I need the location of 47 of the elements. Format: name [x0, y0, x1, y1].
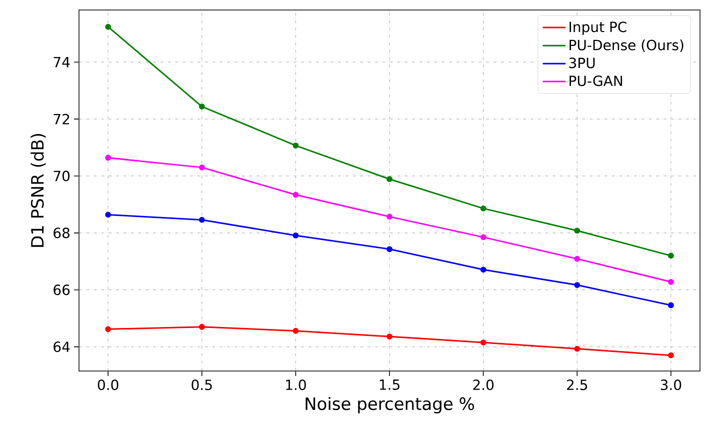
y-tick-label: 72 — [54, 114, 70, 124]
y-tick-label: 70 — [54, 170, 70, 182]
point — [198, 324, 205, 330]
point — [574, 228, 580, 234]
point — [292, 142, 299, 148]
x-axis-title: Noise percentage % — [306, 396, 474, 414]
y-tick-label: 64 — [54, 342, 70, 352]
point — [292, 232, 299, 238]
point — [386, 246, 392, 252]
point — [668, 252, 674, 259]
y-tick-label: 66 — [54, 284, 70, 296]
point — [480, 234, 486, 240]
point — [574, 346, 580, 352]
point — [386, 214, 392, 220]
point — [292, 328, 299, 334]
point — [105, 154, 112, 161]
point — [668, 278, 674, 285]
point — [668, 352, 674, 358]
point — [574, 256, 580, 262]
point — [105, 212, 112, 218]
point — [480, 340, 486, 346]
point — [105, 24, 112, 30]
point — [574, 282, 580, 288]
point — [198, 216, 205, 223]
point — [480, 266, 486, 273]
legend-label: Input PC — [570, 22, 626, 35]
legend-label: PU-Dense (Ours) — [570, 39, 684, 52]
point — [386, 334, 392, 340]
x-tick-label: 0.0 — [98, 380, 118, 390]
x-tick-label: 1.0 — [286, 380, 306, 390]
point — [198, 164, 205, 170]
x-tick-label: 3.0 — [660, 380, 682, 390]
y-tick-label: 68 — [54, 228, 70, 238]
point — [480, 205, 486, 212]
legend-label: PU-GAN — [570, 76, 622, 86]
point — [105, 326, 112, 332]
point — [386, 176, 392, 182]
x-tick-label: 1.5 — [380, 380, 400, 390]
point — [292, 192, 299, 198]
x-tick-label: 2.5 — [567, 380, 588, 390]
x-tick-label: 2.0 — [473, 380, 494, 390]
point — [198, 104, 205, 110]
x-tick-label: 0.5 — [192, 380, 212, 390]
point — [668, 302, 674, 308]
legend-label: 3PU — [569, 58, 595, 68]
y-axis-title: D1 PSNR (dB) — [30, 134, 46, 247]
y-tick-label: 74 — [54, 56, 70, 68]
